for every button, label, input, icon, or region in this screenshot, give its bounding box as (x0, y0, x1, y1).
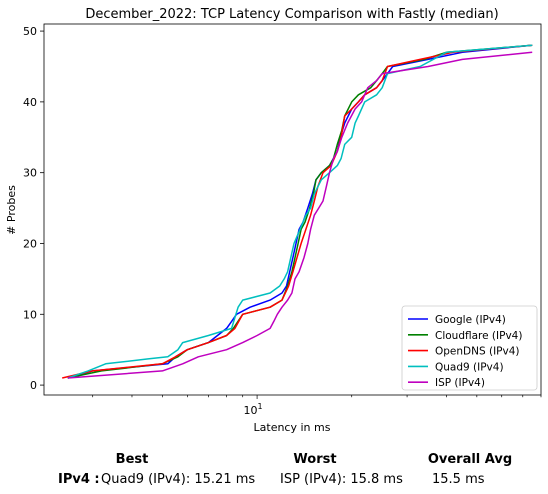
legend-label: Quad9 (IPv4) (435, 361, 504, 373)
x-axis-label: Latency in ms (254, 421, 331, 434)
y-tick-label: 20 (23, 237, 37, 250)
chart-title: December_2022: TCP Latency Comparison wi… (85, 7, 498, 22)
y-axis-label: # Probes (5, 185, 18, 235)
y-tick-label: 30 (23, 167, 37, 180)
summary-worst-header: Worst (293, 452, 337, 467)
legend-label: Cloudflare (IPv4) (435, 330, 522, 342)
y-tick-label: 40 (23, 96, 37, 109)
legend-label: Google (IPv4) (435, 314, 506, 326)
legend-label: OpenDNS (IPv4) (435, 346, 520, 358)
summary-best-header: Best (115, 452, 149, 467)
summary-row-label: IPv4 : (58, 472, 100, 487)
latency-chart: December_2022: TCP Latency Comparison wi… (5, 7, 542, 434)
summary-worst-value: ISP (IPv4): 15.8 ms (280, 472, 403, 487)
x-tick-label: 101 (244, 402, 263, 417)
y-tick-label: 50 (23, 25, 37, 38)
y-tick-label: 0 (30, 379, 37, 392)
summary-best-value: Quad9 (IPv4): 15.21 ms (101, 472, 256, 487)
legend-box (401, 305, 538, 391)
series-line-quad9 (67, 44, 533, 379)
series-line-opendns (62, 44, 533, 379)
summary-overall-value: 15.5 ms (432, 472, 485, 487)
series-line-isp (67, 51, 533, 379)
legend-label: ISP (IPv4) (435, 377, 485, 389)
y-tick-label: 10 (23, 308, 37, 321)
summary-overall-header: Overall Avg (427, 452, 513, 467)
plot-frame (43, 23, 542, 396)
